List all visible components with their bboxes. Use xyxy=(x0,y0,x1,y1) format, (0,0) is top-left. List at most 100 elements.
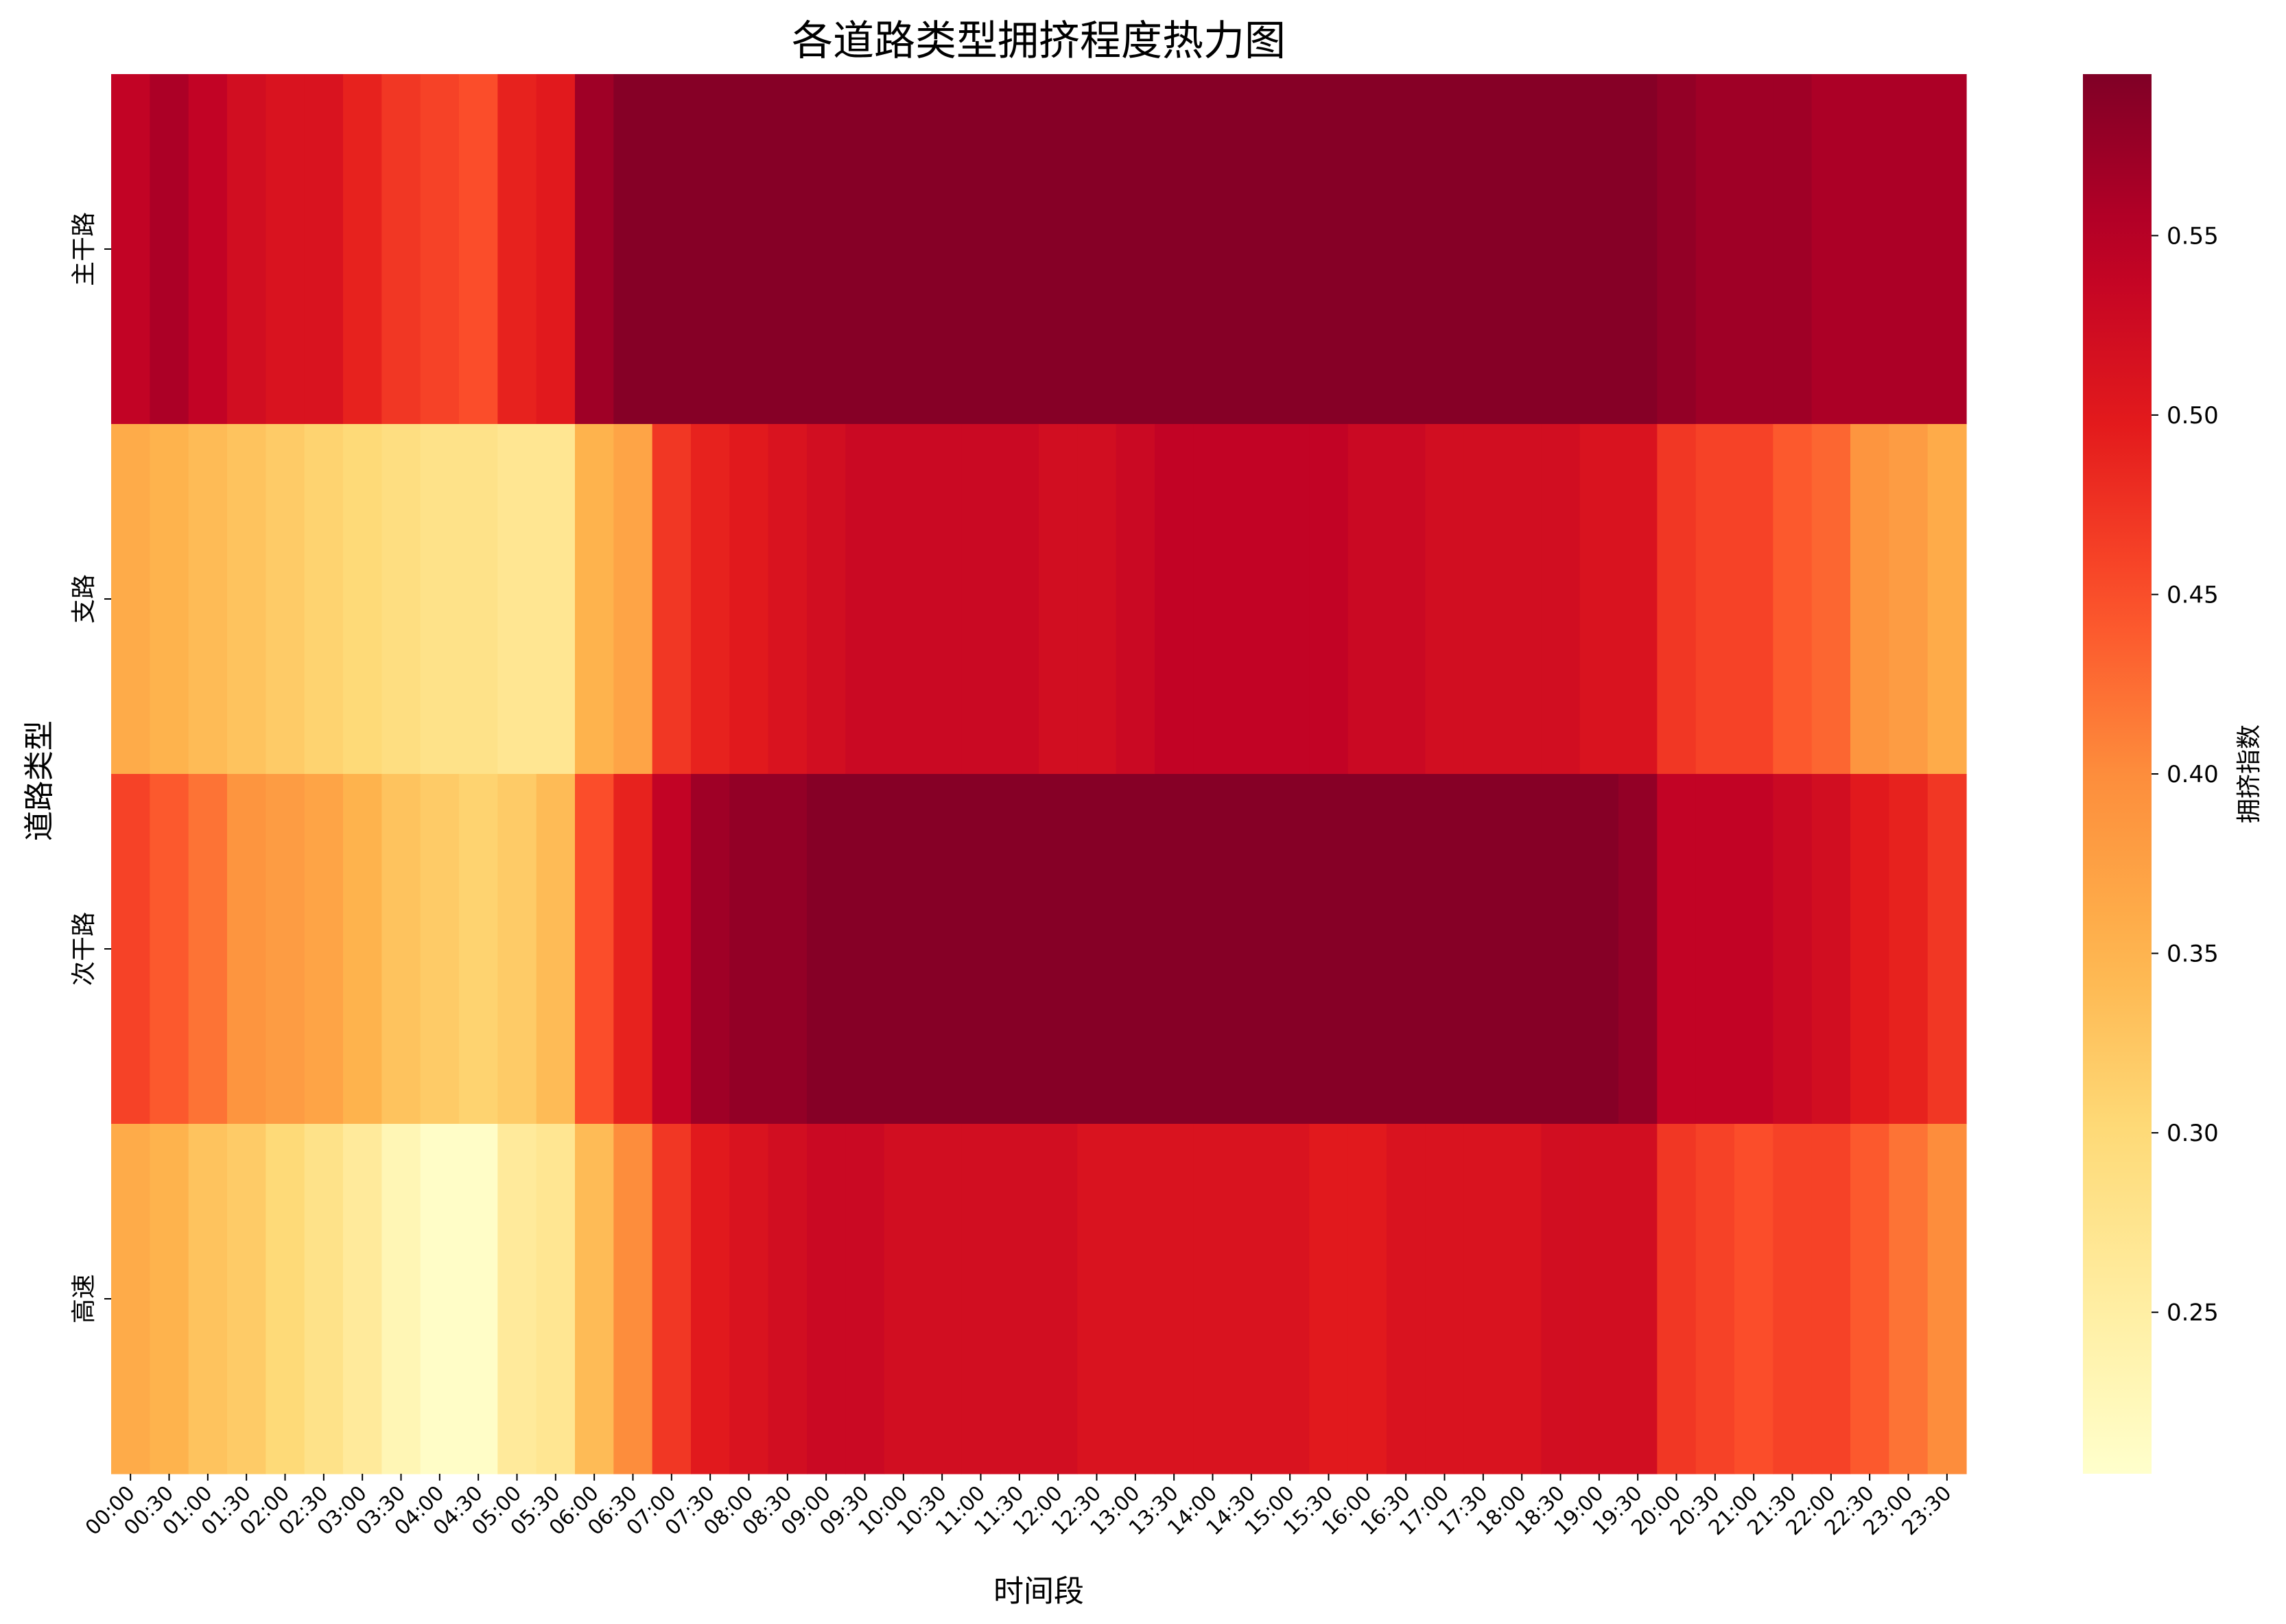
heatmap-cell xyxy=(613,1124,653,1474)
heatmap-cell xyxy=(420,424,460,775)
heatmap-cell xyxy=(613,74,653,425)
heatmap-cell xyxy=(1077,774,1117,1125)
heatmap-cell xyxy=(1579,74,1619,425)
heatmap-cell xyxy=(420,74,460,425)
heatmap-cell xyxy=(961,424,1001,775)
heatmap-cell xyxy=(923,1124,962,1474)
heatmap-cell xyxy=(1077,424,1117,775)
heatmap-cell xyxy=(1039,774,1078,1125)
heatmap-cell xyxy=(1347,424,1387,775)
heatmap-cell xyxy=(304,74,344,425)
heatmap-cell xyxy=(1579,424,1619,775)
heatmap-cell xyxy=(613,774,653,1125)
heatmap-cell xyxy=(266,74,305,425)
heatmap-cell xyxy=(1657,74,1697,425)
heatmap-cell xyxy=(1541,74,1581,425)
heatmap-cell xyxy=(652,424,692,775)
heatmap-cell xyxy=(1657,1124,1697,1474)
heatmap-cell xyxy=(1927,1124,1967,1474)
heatmap-cell xyxy=(1734,424,1774,775)
heatmap-cell xyxy=(381,1124,421,1474)
heatmap-cell xyxy=(1000,424,1039,775)
heatmap-cell xyxy=(1657,774,1697,1125)
heatmap-cell xyxy=(188,424,228,775)
heatmap-cell xyxy=(1503,424,1542,775)
heatmap-cell xyxy=(497,74,537,425)
heatmap-cell xyxy=(1193,774,1233,1125)
colorbar-tick-label: 0.25 xyxy=(2167,1299,2219,1327)
heatmap-cell xyxy=(691,424,730,775)
heatmap-cell xyxy=(536,74,576,425)
heatmap-cell xyxy=(1734,774,1774,1125)
heatmap-cell xyxy=(343,1124,382,1474)
heatmap-cell xyxy=(1618,424,1658,775)
heatmap-cell xyxy=(1425,774,1465,1125)
colorbar-tick-label: 0.45 xyxy=(2167,581,2219,609)
heatmap-cell xyxy=(575,74,614,425)
heatmap-cell xyxy=(1463,1124,1503,1474)
heatmap-cell xyxy=(845,774,885,1125)
heatmap-cell xyxy=(150,74,189,425)
heatmap-cell xyxy=(188,774,228,1125)
colorbar xyxy=(2083,74,2152,1474)
heatmap-cell xyxy=(497,424,537,775)
colorbar-tick-label: 0.40 xyxy=(2167,761,2219,788)
heatmap-cell xyxy=(691,74,730,425)
heatmap-cell xyxy=(1541,774,1581,1125)
heatmap-cell xyxy=(1116,74,1155,425)
heatmap-cell xyxy=(111,1124,150,1474)
heatmap-cell xyxy=(1927,74,1967,425)
x-axis-label: 时间段 xyxy=(993,1574,1084,1609)
heatmap-cell xyxy=(1463,74,1503,425)
colorbar-tick-label: 0.55 xyxy=(2167,222,2219,250)
heatmap-cell xyxy=(304,774,344,1125)
heatmap-cell xyxy=(227,424,266,775)
heatmap-cell xyxy=(1039,424,1078,775)
heatmap-cell xyxy=(1618,74,1658,425)
heatmap-cell xyxy=(1773,1124,1813,1474)
heatmap-cell xyxy=(381,424,421,775)
heatmap-cell xyxy=(1309,774,1349,1125)
heatmap-cell xyxy=(1579,774,1619,1125)
y-tick-label: 支路 xyxy=(70,574,98,624)
colorbar-tick-label: 0.35 xyxy=(2167,941,2219,968)
heatmap-cell xyxy=(1927,424,1967,775)
heatmap-cell xyxy=(343,424,382,775)
heatmap-cell xyxy=(1503,74,1542,425)
heatmap-cell xyxy=(845,1124,885,1474)
heatmap-cell xyxy=(227,74,266,425)
heatmap-cell xyxy=(652,74,692,425)
heatmap-cell xyxy=(111,774,150,1125)
heatmap-cell xyxy=(1889,1124,1929,1474)
y-tick-label: 次干路 xyxy=(70,912,98,986)
heatmap-cell xyxy=(729,774,769,1125)
heatmap-cell xyxy=(150,1124,189,1474)
heatmap-cell xyxy=(768,774,808,1125)
heatmap-cell xyxy=(1309,74,1349,425)
heatmap-cell xyxy=(884,424,923,775)
heatmap-cell xyxy=(1193,74,1233,425)
heatmap-cell xyxy=(1541,1124,1581,1474)
heatmap-cell xyxy=(304,424,344,775)
heatmap-cell xyxy=(1193,424,1233,775)
heatmap-cells xyxy=(111,74,1967,1474)
heatmap-cell xyxy=(381,774,421,1125)
heatmap-cell xyxy=(884,1124,923,1474)
heatmap-cell xyxy=(1271,74,1310,425)
heatmap-cell xyxy=(768,424,808,775)
heatmap-cell xyxy=(1695,424,1735,775)
heatmap-cell xyxy=(188,74,228,425)
heatmap-cell xyxy=(266,774,305,1125)
heatmap-cell xyxy=(1889,424,1929,775)
heatmap-cell xyxy=(807,1124,846,1474)
heatmap-cell xyxy=(961,74,1001,425)
heatmap-cell xyxy=(1811,74,1851,425)
heatmap-cell xyxy=(1889,74,1929,425)
heatmap-cell xyxy=(1347,1124,1387,1474)
heatmap-cell xyxy=(768,1124,808,1474)
heatmap-cell xyxy=(497,774,537,1125)
heatmap-cell xyxy=(575,774,614,1125)
heatmap-cell xyxy=(691,1124,730,1474)
